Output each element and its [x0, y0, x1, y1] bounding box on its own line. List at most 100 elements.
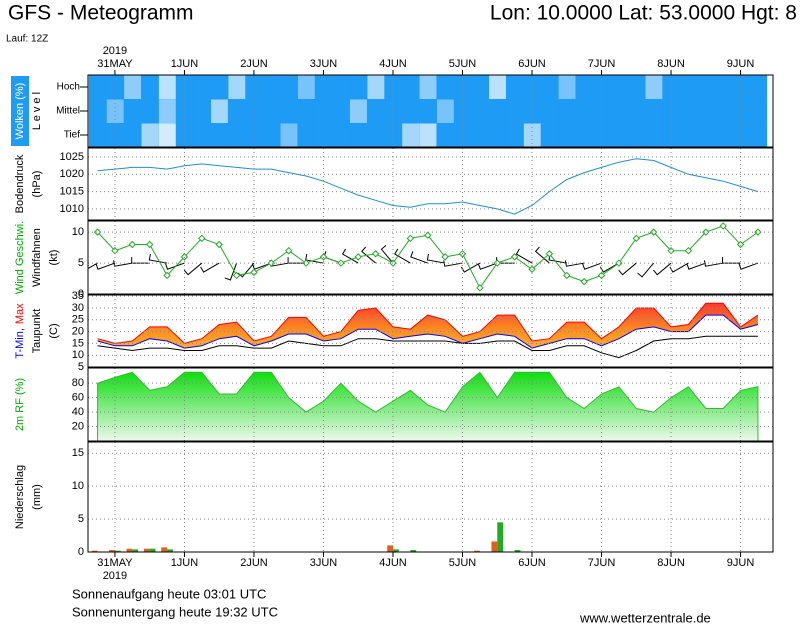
x-tick-label: 1JUN	[171, 557, 199, 569]
wind-barb	[88, 262, 98, 270]
cloud-cell	[297, 123, 316, 147]
precip-bar	[149, 548, 156, 552]
precip-bar	[491, 541, 498, 552]
cloud-cell	[749, 75, 768, 100]
wind-barb	[703, 260, 724, 267]
y-tick-label: 5	[78, 513, 84, 525]
cloud-cell	[193, 123, 212, 147]
cloud-cell	[332, 99, 351, 124]
cloud-cell	[158, 123, 177, 147]
y-axis-label-part: (hPa)	[31, 171, 43, 198]
y-axis-label-part: Niederschlag	[14, 465, 26, 529]
wind-speed-marker	[615, 259, 623, 267]
cloud-cell	[644, 75, 663, 100]
y-axis-label-part: (mm)	[31, 484, 43, 510]
wind-speed-marker	[93, 228, 102, 236]
wind-barb	[361, 246, 376, 264]
y-axis-label-part: Windfahnen	[31, 228, 43, 287]
cloud-cell	[558, 75, 576, 100]
cloud-cell	[610, 75, 629, 100]
cloud-cell	[575, 75, 594, 100]
cloud-cell	[262, 123, 281, 147]
sunset: Sonnenuntergang heute 19:32 UTC	[72, 604, 278, 619]
cloud-cell	[436, 99, 455, 124]
y-axis-label: Wolken (%)	[14, 83, 26, 140]
cloud-cell	[123, 75, 142, 100]
cloud-cell	[644, 99, 663, 124]
x-tick-label: 3JUN	[310, 557, 338, 569]
panel-frame	[87, 441, 774, 553]
cloud-level-label: Hoch	[57, 82, 80, 93]
cloud-cell	[575, 123, 594, 147]
cloud-cell	[88, 99, 107, 124]
cloud-cell	[297, 75, 316, 100]
wind-barb	[686, 262, 706, 270]
panel-frame	[87, 147, 774, 221]
wind-barb	[618, 262, 637, 276]
cloud-cell	[366, 75, 385, 100]
precip-bar	[410, 550, 417, 552]
cloud-cell	[123, 99, 142, 124]
cloud-cell	[679, 123, 698, 147]
year-label: 2019	[103, 45, 127, 57]
temperature-band	[97, 303, 758, 349]
cloud-cell	[697, 75, 715, 100]
y-tick-label: 10	[72, 349, 84, 361]
cloud-cell	[349, 99, 368, 124]
wind-speed-marker	[684, 246, 693, 255]
x-tick-label: 7JUN	[588, 557, 616, 569]
cloud-cell	[262, 99, 281, 124]
y-axis-label-part: (C)	[48, 323, 60, 338]
cloud-cell	[401, 75, 420, 100]
y-tick-label: 1010	[60, 203, 84, 215]
y-axis-label-part: Max	[14, 303, 26, 324]
run: Lauf: 12Z	[6, 34, 48, 45]
cloud-cell	[714, 99, 733, 124]
label-background	[11, 76, 29, 146]
wind-speed-marker	[163, 271, 171, 280]
precip-bar	[474, 550, 480, 552]
cloud-cell	[749, 123, 768, 147]
wind-speed-marker	[493, 259, 501, 267]
y-tick-label: 1015	[60, 186, 84, 198]
wind-barb	[380, 245, 394, 264]
y-tick-label: 80	[72, 377, 84, 389]
wind-barb	[582, 262, 602, 270]
x-tick-label: 7JUN	[588, 58, 616, 70]
cloud-cell	[193, 99, 212, 124]
y-axis-label-part: L e v e l	[31, 92, 43, 130]
wind-speed-marker	[232, 271, 241, 280]
y-axis-label: Wind Geschwi.	[14, 221, 26, 294]
cloud-cell	[679, 75, 698, 100]
cloud-cell	[436, 75, 455, 100]
precip-bar	[143, 548, 150, 552]
wind-speed-marker	[302, 259, 310, 267]
cloud-cell	[141, 123, 159, 147]
cloud-cell	[488, 99, 507, 124]
cloud-cell	[627, 75, 646, 100]
wind-barb	[669, 262, 689, 273]
wind-speed-marker	[580, 277, 588, 286]
x-tick-label: 9JUN	[727, 557, 755, 569]
y-axis-label-part: Taupunkt	[31, 309, 43, 354]
y-axis-label-part: 2m RF (%)	[14, 378, 26, 431]
y-axis-label: (hPa)	[31, 171, 43, 198]
wind-speed-marker	[545, 250, 554, 258]
cloud-cell	[193, 75, 212, 100]
cloud-cell	[210, 99, 229, 124]
cloud-cell	[366, 99, 385, 124]
cloud-cell	[540, 75, 559, 100]
cloud-cell	[697, 99, 715, 124]
cloud-cell	[332, 75, 351, 100]
location: Lon: 10.0000 Lat: 53.0000 Hgt: 8	[490, 2, 797, 25]
precip-bar	[167, 549, 173, 552]
temperature-line	[97, 314, 759, 349]
wind-barb	[394, 248, 411, 264]
cloud-cell	[158, 99, 177, 124]
wind-barb	[443, 260, 463, 267]
y-tick-label: 15	[72, 447, 84, 459]
cloud-cell	[419, 99, 437, 124]
y-axis-label-part: Wind Geschwi.	[14, 221, 26, 294]
